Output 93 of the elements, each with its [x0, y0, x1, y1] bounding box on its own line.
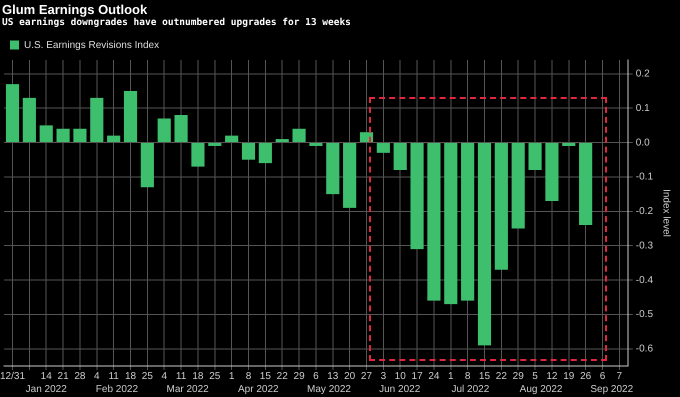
text: Jan 2022 — [26, 384, 68, 395]
x-tick-label: 26 — [580, 370, 592, 382]
bar — [427, 143, 440, 301]
x-tick-label: 29 — [512, 370, 524, 382]
x-tick-label: 12/31 — [0, 370, 26, 382]
bar — [124, 90, 138, 142]
x-tick-label: 15 — [260, 370, 272, 382]
chart-title: Glum Earnings Outlook — [1, 1, 148, 17]
x-tick-label: 1 — [448, 370, 454, 382]
x-tick-label: 7 — [616, 370, 623, 382]
bar — [174, 115, 188, 142]
legend-label: U.S. Earnings Revisions Index — [24, 40, 160, 51]
bar — [461, 143, 474, 301]
x-tick-label: 25 — [209, 370, 221, 382]
y-tick-label: -0.5 — [636, 309, 654, 320]
bar — [394, 143, 407, 170]
x-tick-label: 25 — [142, 370, 154, 382]
bar — [512, 143, 525, 228]
bar — [545, 143, 558, 201]
bar — [158, 118, 171, 142]
bar — [360, 132, 374, 142]
bar — [444, 143, 458, 304]
x-tick-label: 10 — [394, 370, 406, 382]
x-tick-label: 15 — [478, 370, 490, 382]
bar — [579, 143, 592, 226]
x-tick-label: 28 — [74, 370, 86, 382]
y-axis-title: Index level — [660, 189, 672, 237]
y-tick-label: 0.1 — [636, 102, 650, 114]
bar — [56, 128, 70, 142]
bar — [326, 143, 340, 194]
x-tick-label: 24 — [428, 370, 440, 382]
y-tick-label: 0.0 — [636, 137, 650, 148]
x-tick-label: 18 — [192, 370, 204, 382]
x-tick-label: 12 — [546, 370, 558, 382]
x-tick-label: 11 — [176, 370, 187, 382]
bar — [40, 125, 53, 142]
y-tick-label: -0.4 — [636, 274, 654, 286]
x-tick-label: 13 — [327, 370, 339, 382]
text: Mar 2022 — [166, 384, 210, 395]
bar — [191, 143, 205, 167]
text: Jul 2022 — [451, 384, 490, 395]
bar — [140, 143, 154, 188]
bar — [107, 136, 120, 142]
bar — [225, 136, 238, 142]
y-tick-label: 0.2 — [636, 68, 650, 80]
bar — [410, 143, 424, 250]
bar — [208, 143, 222, 146]
y-tick-label: -0.3 — [636, 240, 654, 252]
bar — [494, 143, 508, 270]
bar — [528, 143, 542, 170]
x-tick-label: 21 — [58, 370, 70, 382]
x-tick-label: 3 — [380, 370, 387, 382]
bar — [242, 143, 256, 160]
bar — [376, 143, 390, 153]
x-tick-label: 8 — [246, 370, 252, 382]
y-tick-label: -0.2 — [636, 206, 654, 218]
text: Aug 2022 — [520, 384, 563, 395]
text: Apr 2022 — [238, 384, 280, 395]
y-tick-label: -0.6 — [636, 344, 654, 355]
x-tick-label: 29 — [294, 370, 306, 382]
bar — [90, 98, 104, 142]
x-tick-label: 14 — [40, 370, 52, 382]
x-tick-label: 4 — [161, 370, 168, 382]
x-tick-label: 5 — [532, 370, 538, 382]
bar — [6, 84, 20, 142]
bar — [73, 128, 87, 142]
x-tick-label: 6 — [600, 370, 606, 382]
bar — [258, 143, 272, 164]
bar — [478, 143, 492, 346]
bar — [309, 143, 322, 146]
bar — [292, 128, 306, 142]
x-tick-label: 18 — [124, 370, 137, 382]
x-tick-label: 22 — [496, 370, 508, 382]
x-tick-label: 4 — [94, 370, 100, 382]
y-tick-label: -0.1 — [636, 172, 654, 183]
x-tick-label: 8 — [464, 370, 471, 382]
text: May 2022 — [307, 384, 352, 395]
x-tick-label: 1 — [228, 370, 235, 382]
bar — [22, 98, 36, 142]
x-tick-label: 27 — [360, 370, 372, 382]
x-tick-label: 19 — [563, 370, 575, 382]
text: Jun 2022 — [379, 384, 421, 395]
text: Feb 2022 — [96, 384, 138, 395]
x-tick-label: 20 — [344, 370, 356, 382]
x-tick-label: 22 — [276, 370, 288, 382]
bar — [343, 143, 356, 208]
bar — [562, 143, 576, 146]
x-tick-label: 17 — [412, 370, 424, 382]
x-tick-label: 11 — [108, 370, 120, 382]
chart-subtitle: US earnings downgrades have outnumbered upgrades for 13 weeks — [1, 17, 352, 30]
text: Sep 2022 — [590, 384, 634, 395]
x-tick-label: 6 — [313, 370, 320, 382]
bar — [276, 139, 289, 142]
